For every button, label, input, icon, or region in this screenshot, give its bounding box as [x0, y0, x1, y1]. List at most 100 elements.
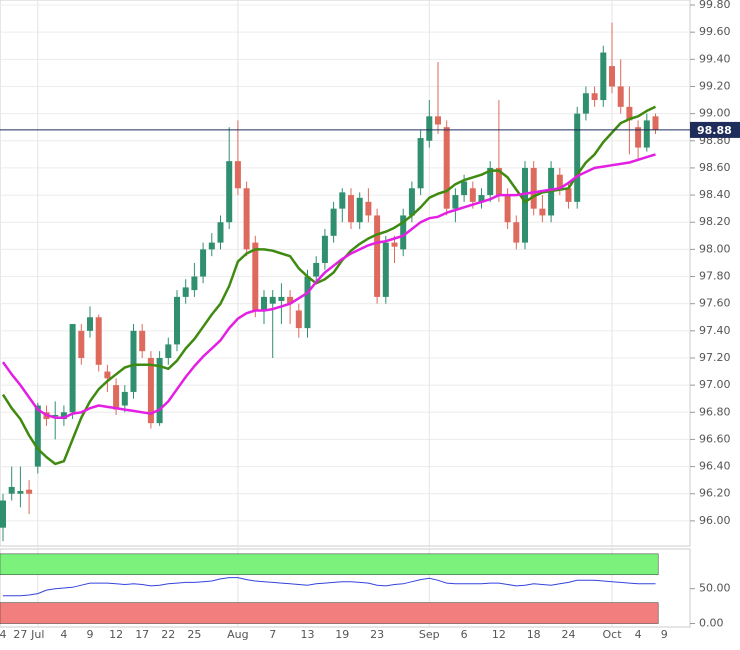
candle-body: [461, 181, 468, 196]
y-tick-label: 98.60: [699, 161, 731, 174]
x-tick-label: 4: [60, 628, 67, 641]
candle-body: [217, 222, 224, 243]
candle-body: [417, 138, 424, 189]
candle-body: [182, 287, 189, 297]
candle-body: [652, 116, 659, 130]
y-tick-label: 96.40: [699, 460, 731, 473]
candle-body: [574, 113, 581, 202]
y-tick-label: 98.00: [699, 242, 731, 255]
candle-body: [626, 106, 633, 121]
rsi-zone: [0, 553, 659, 576]
candle-body: [313, 262, 320, 277]
candle-body: [495, 167, 502, 196]
candle-body: [208, 242, 215, 250]
candle-body: [78, 330, 85, 358]
candle-body: [522, 167, 528, 243]
candle-body: [278, 296, 285, 301]
y-tick-label: 99.00: [699, 107, 731, 120]
x-tick-label: 7: [269, 628, 276, 641]
y-tick-label: 96.80: [699, 405, 731, 418]
x-tick-label: Oct: [602, 628, 622, 641]
candle-body: [200, 249, 207, 277]
y-tick-label: 99.40: [699, 52, 731, 65]
x-tick-label: 25: [187, 628, 201, 641]
candle-body: [513, 222, 520, 243]
x-tick-label: 12: [109, 628, 123, 641]
candle-body: [52, 414, 59, 417]
candle-body: [104, 371, 111, 379]
candle-body: [252, 242, 259, 311]
candle-body: [356, 197, 363, 223]
candle-body: [582, 93, 589, 114]
candle-body: [226, 161, 233, 223]
y-tick-label: 96.00: [699, 514, 731, 527]
x-tick-label: 13: [301, 628, 315, 641]
candle-body: [348, 195, 354, 223]
candle-body: [469, 188, 476, 202]
candle-body: [565, 188, 572, 202]
candle-body: [452, 195, 459, 209]
x-tick-label: 4: [0, 628, 7, 641]
candle-body: [0, 500, 6, 528]
candle-body: [121, 391, 128, 406]
candle-body: [426, 116, 433, 141]
y-tick-label: 97.20: [699, 351, 731, 364]
candle-body: [34, 405, 41, 467]
candle-body: [635, 127, 642, 148]
rsi-zone: [0, 602, 659, 624]
y-tick-label: 97.00: [699, 378, 731, 391]
candle-body: [339, 192, 346, 209]
candle-body: [130, 330, 137, 392]
candle-body: [60, 412, 67, 420]
y-tick-label: 50.00: [699, 582, 731, 595]
candle-body: [8, 486, 15, 494]
candle-body: [26, 489, 33, 494]
price-panel: [0, 0, 691, 547]
candle-body: [95, 317, 102, 365]
y-tick-label: 99.20: [699, 79, 731, 92]
x-tick-label: 18: [527, 628, 541, 641]
candle-body: [174, 296, 180, 345]
x-tick-label: 6: [461, 628, 468, 641]
candle-body: [330, 208, 337, 236]
y-tick-label: 98.20: [699, 215, 731, 228]
x-tick-label: 24: [562, 628, 576, 641]
candle-body: [374, 215, 381, 297]
moving-average: [1, 105, 657, 466]
last-price-label: 98.88: [697, 124, 732, 137]
y-tick-label: 98.40: [699, 188, 731, 201]
candle-body: [147, 357, 154, 424]
x-tick-label: Sep: [419, 628, 440, 641]
candle-body: [591, 93, 598, 101]
x-tick-label: 23: [370, 628, 384, 641]
rsi-line: [3, 577, 656, 597]
candle-body: [487, 167, 494, 196]
candle-body: [530, 167, 537, 209]
x-tick-label: Jul: [30, 628, 44, 641]
x-tick-label: Aug: [227, 628, 248, 641]
candle-body: [243, 188, 250, 250]
candle-body: [287, 296, 294, 304]
y-tick-label: 99.60: [699, 25, 731, 38]
candle-body: [382, 242, 389, 297]
candle-body: [304, 276, 311, 329]
candle-body: [600, 52, 607, 101]
y-tick-label: 97.40: [699, 324, 731, 337]
candle-body: [69, 324, 76, 413]
x-tick-label: 27: [13, 628, 27, 641]
candle-body: [261, 296, 267, 311]
y-tick-label: 0.00: [699, 617, 724, 630]
x-tick-label: 4: [635, 628, 642, 641]
x-tick-label: 9: [87, 628, 94, 641]
candle-body: [234, 161, 241, 189]
candle-body: [539, 208, 546, 216]
x-tick-label: 17: [135, 628, 149, 641]
candle-body: [443, 127, 450, 209]
candle-body: [478, 195, 485, 202]
candle-body: [87, 317, 93, 331]
candle-body: [556, 174, 563, 189]
candle-body: [617, 86, 624, 107]
candle-body: [269, 296, 276, 304]
candle-body: [139, 330, 146, 352]
